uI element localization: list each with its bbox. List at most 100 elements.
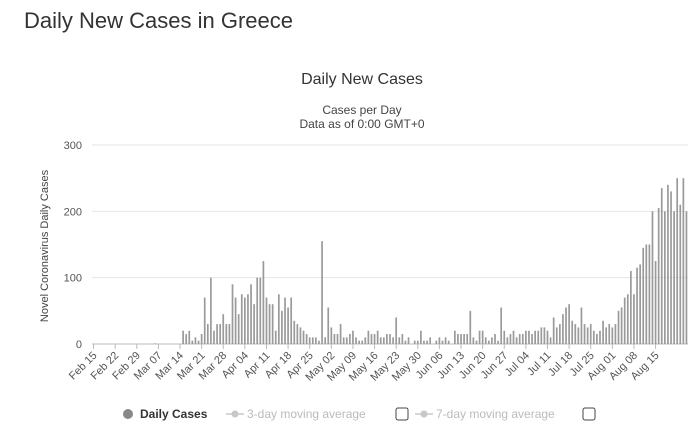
bar[interactable]: [349, 334, 351, 344]
bar[interactable]: [657, 208, 660, 344]
bar[interactable]: [512, 330, 515, 344]
bar[interactable]: [679, 204, 682, 344]
bar[interactable]: [311, 337, 314, 344]
bar[interactable]: [277, 294, 280, 344]
bar[interactable]: [559, 324, 561, 344]
bar[interactable]: [234, 297, 237, 344]
bar[interactable]: [676, 178, 679, 344]
bar[interactable]: [481, 330, 484, 344]
bar[interactable]: [605, 327, 608, 344]
bar[interactable]: [528, 330, 530, 344]
bar[interactable]: [203, 297, 206, 344]
bar[interactable]: [642, 247, 645, 344]
bar[interactable]: [287, 307, 289, 344]
bar[interactable]: [648, 244, 651, 345]
bar[interactable]: [487, 340, 490, 344]
bar[interactable]: [555, 327, 558, 344]
bar[interactable]: [617, 310, 620, 344]
bar[interactable]: [663, 211, 666, 344]
bar[interactable]: [667, 184, 669, 344]
bar[interactable]: [370, 334, 373, 344]
bar[interactable]: [395, 317, 398, 344]
bar[interactable]: [682, 178, 685, 344]
bar[interactable]: [228, 324, 231, 344]
bar[interactable]: [416, 340, 419, 344]
bar[interactable]: [639, 264, 641, 344]
bar[interactable]: [608, 324, 611, 344]
bar[interactable]: [457, 334, 459, 344]
bar[interactable]: [324, 337, 326, 344]
bar[interactable]: [274, 330, 277, 344]
bar[interactable]: [315, 337, 317, 344]
bar[interactable]: [420, 330, 422, 344]
bar[interactable]: [222, 314, 225, 344]
bar[interactable]: [531, 334, 533, 344]
bar[interactable]: [392, 337, 394, 344]
legend-checkbox-7-day[interactable]: [582, 407, 596, 421]
bar[interactable]: [296, 324, 299, 344]
bar[interactable]: [194, 337, 197, 344]
bar[interactable]: [552, 317, 555, 344]
bar[interactable]: [660, 188, 663, 344]
bar[interactable]: [271, 304, 274, 344]
bar[interactable]: [543, 327, 546, 344]
bar[interactable]: [654, 261, 657, 344]
bar[interactable]: [441, 340, 444, 344]
bar[interactable]: [154, 343, 157, 344]
bar[interactable]: [521, 334, 524, 344]
bar[interactable]: [534, 330, 536, 344]
bar[interactable]: [623, 297, 626, 344]
bar[interactable]: [537, 330, 540, 344]
bar[interactable]: [497, 340, 499, 344]
bar[interactable]: [506, 337, 509, 344]
bar[interactable]: [262, 261, 265, 344]
bar[interactable]: [599, 330, 601, 344]
bar[interactable]: [478, 330, 481, 344]
bar[interactable]: [589, 324, 592, 344]
bar[interactable]: [596, 334, 598, 344]
bar[interactable]: [404, 340, 407, 344]
bar[interactable]: [401, 334, 404, 344]
bar[interactable]: [290, 297, 293, 344]
bar[interactable]: [407, 337, 410, 344]
legend-item-3-day-moving-average[interactable]: 3-day moving average: [226, 407, 409, 421]
bar[interactable]: [592, 330, 595, 344]
bar[interactable]: [302, 330, 305, 344]
bar[interactable]: [435, 340, 438, 344]
bar[interactable]: [546, 330, 549, 344]
bar[interactable]: [389, 334, 391, 344]
bar[interactable]: [333, 334, 336, 344]
bar[interactable]: [583, 324, 586, 344]
bar[interactable]: [491, 337, 493, 344]
bar[interactable]: [342, 337, 345, 344]
bar[interactable]: [469, 310, 472, 344]
bar[interactable]: [670, 191, 672, 344]
bar[interactable]: [219, 324, 222, 344]
bar[interactable]: [515, 337, 518, 344]
bar[interactable]: [562, 314, 564, 344]
bar[interactable]: [237, 314, 240, 344]
bar[interactable]: [281, 310, 283, 344]
bar[interactable]: [494, 334, 496, 344]
bar[interactable]: [645, 244, 648, 345]
bar[interactable]: [318, 340, 320, 344]
bar[interactable]: [503, 330, 506, 344]
bar[interactable]: [200, 334, 203, 344]
bar[interactable]: [565, 307, 567, 344]
legend-checkbox-3-day[interactable]: [395, 407, 409, 421]
bar[interactable]: [626, 294, 629, 344]
bar[interactable]: [339, 324, 342, 344]
bar[interactable]: [185, 334, 188, 344]
bar[interactable]: [188, 330, 191, 344]
bar[interactable]: [525, 330, 527, 344]
bar[interactable]: [197, 340, 200, 344]
bar[interactable]: [413, 340, 416, 344]
bar[interactable]: [614, 324, 617, 344]
bar[interactable]: [484, 337, 487, 344]
bar[interactable]: [685, 211, 688, 344]
bar[interactable]: [336, 334, 339, 344]
bar[interactable]: [636, 267, 638, 344]
bar[interactable]: [305, 334, 308, 344]
bar[interactable]: [475, 340, 478, 344]
bar[interactable]: [206, 324, 209, 344]
